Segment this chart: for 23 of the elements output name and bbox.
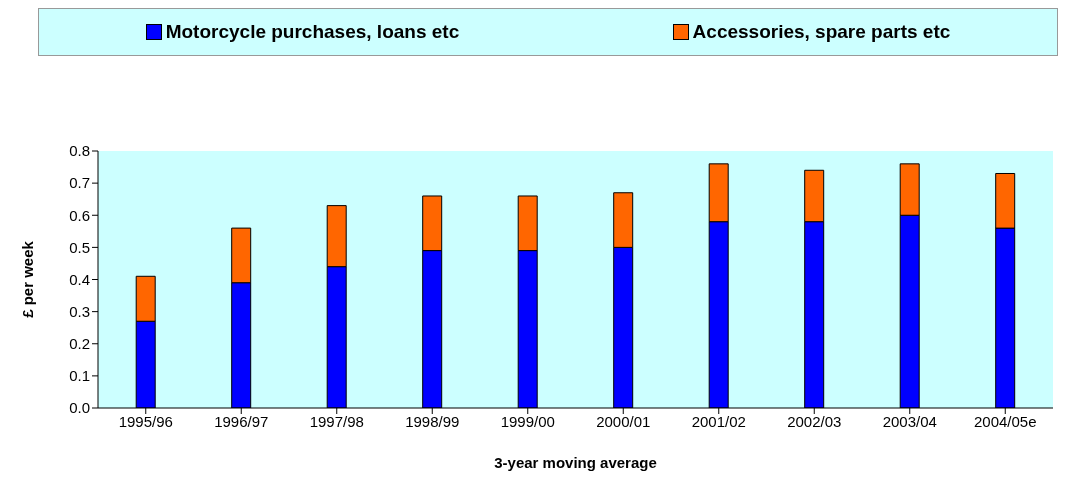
x-tick-label: 1999/00 bbox=[500, 412, 555, 430]
legend-label: Accessories, spare parts etc bbox=[692, 21, 951, 43]
x-tick-label: 2002/03 bbox=[787, 412, 842, 430]
x-tick-label: 1995/96 bbox=[118, 412, 173, 430]
y-tick-label: 0.4 bbox=[69, 270, 90, 288]
y-axis-title: £ per week bbox=[19, 240, 37, 318]
y-tick-label: 0.0 bbox=[69, 399, 90, 417]
y-tick-label: 0.2 bbox=[69, 335, 90, 353]
x-tick-label: 1997/98 bbox=[309, 412, 364, 430]
x-tick-label: 1996/97 bbox=[214, 412, 269, 430]
x-tick-label: 2004/05e bbox=[973, 412, 1037, 430]
y-tick-label: 0.3 bbox=[69, 302, 90, 320]
y-tick-label: 0.1 bbox=[69, 367, 90, 385]
x-axis-title: 3-year moving average bbox=[494, 454, 657, 471]
x-tick-label: 2003/04 bbox=[882, 412, 937, 430]
x-tick-label: 2001/02 bbox=[691, 412, 746, 430]
y-tick-label: 0.5 bbox=[69, 238, 90, 256]
y-tick-label: 0.8 bbox=[69, 142, 90, 160]
x-tick-label: 2000/01 bbox=[596, 412, 651, 430]
y-tick-label: 0.6 bbox=[69, 206, 90, 224]
y-tick-label: 0.7 bbox=[69, 174, 90, 192]
x-tick-label: 1998/99 bbox=[405, 412, 460, 430]
legend-label: Motorcycle purchases, loans etc bbox=[165, 21, 460, 43]
